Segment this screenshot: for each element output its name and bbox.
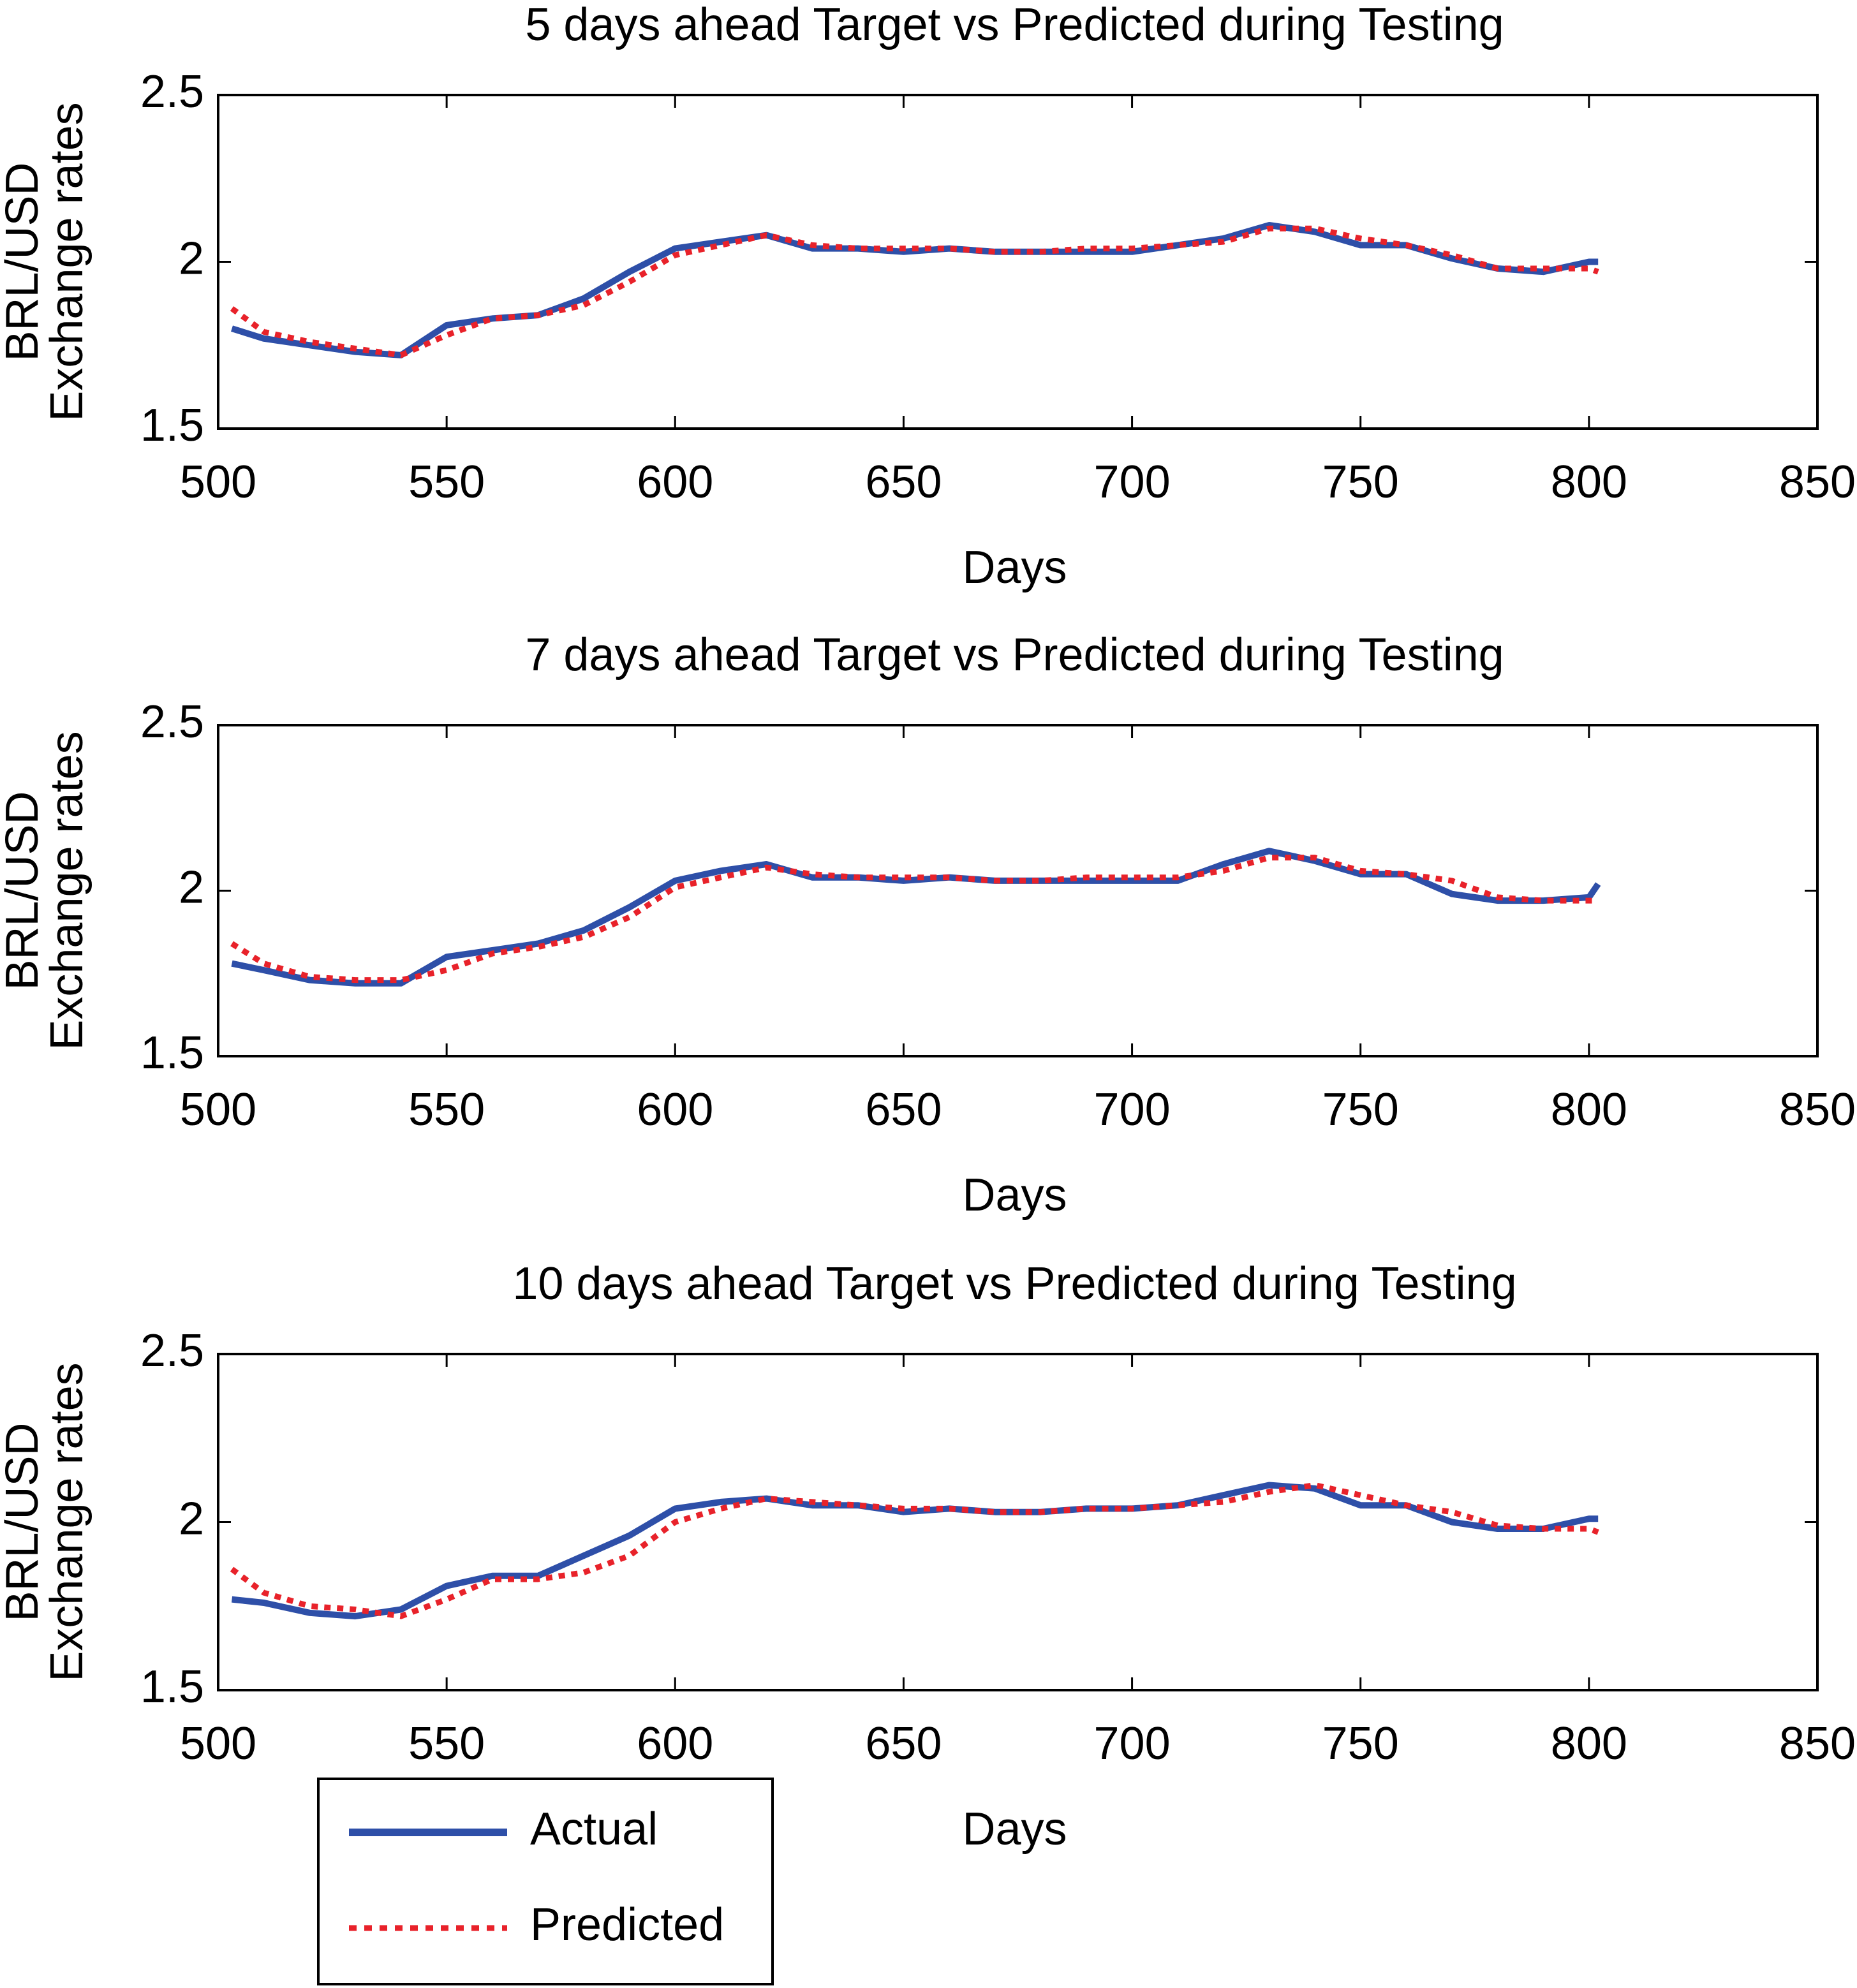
x-tick-label: 500 (180, 1084, 256, 1135)
y-tick-label: 2.5 (140, 1325, 204, 1376)
x-tick-label: 800 (1551, 457, 1627, 508)
x-axis-label: Days (962, 1170, 1067, 1221)
x-tick-label: 500 (180, 457, 256, 508)
x-tick-label: 850 (1779, 457, 1856, 508)
x-tick-label: 800 (1551, 1084, 1627, 1135)
chart-title: 7 days ahead Target vs Predicted during … (525, 630, 1504, 681)
y-tick-label: 2 (179, 233, 204, 284)
plot-frame (217, 1353, 1819, 1691)
series-line (230, 225, 1599, 358)
series-line (230, 1482, 1599, 1619)
x-tick-label: 550 (408, 1718, 485, 1769)
y-axis-label: Exchange rates (41, 1362, 92, 1681)
x-tick-label: 600 (637, 457, 713, 508)
y-tick-label: 2.5 (140, 66, 204, 117)
y-tick-label: 1.5 (140, 1027, 204, 1079)
x-tick-label: 850 (1779, 1084, 1856, 1135)
x-tick-label: 800 (1551, 1718, 1627, 1769)
x-axis-label: Days (962, 542, 1067, 593)
series-line (231, 848, 1601, 987)
x-tick-label: 600 (637, 1718, 713, 1769)
y-axis-label: BRL/USD (0, 162, 48, 361)
x-tick-label: 700 (1094, 457, 1171, 508)
x-tick-label: 750 (1322, 1718, 1399, 1769)
y-axis-label: BRL/USD (0, 1422, 48, 1621)
x-tick-label: 700 (1094, 1718, 1171, 1769)
x-tick-label: 750 (1322, 1084, 1399, 1135)
y-tick-label: 1.5 (140, 1661, 204, 1712)
x-tick-label: 500 (180, 1718, 256, 1769)
y-axis-label: BRL/USD (0, 791, 48, 990)
y-tick-label: 2 (179, 862, 204, 913)
x-tick-label: 650 (865, 1718, 942, 1769)
legend-box (317, 1778, 774, 1985)
chart-title: 10 days ahead Target vs Predicted during… (512, 1258, 1516, 1309)
x-axis-label: Days (962, 1804, 1067, 1855)
x-tick-label: 650 (865, 1084, 942, 1135)
x-tick-label: 750 (1322, 457, 1399, 508)
x-tick-label: 700 (1094, 1084, 1171, 1135)
legend-label: Predicted (530, 1899, 724, 1950)
y-axis-label: Exchange rates (41, 102, 92, 421)
plot-frame (217, 94, 1819, 430)
chart-title: 5 days ahead Target vs Predicted during … (525, 0, 1504, 50)
plot-frame (217, 724, 1819, 1057)
x-tick-label: 550 (408, 1084, 485, 1135)
x-tick-label: 550 (408, 457, 485, 508)
x-tick-label: 650 (865, 457, 942, 508)
x-tick-label: 600 (637, 1084, 713, 1135)
legend-label: Actual (530, 1804, 658, 1855)
y-tick-label: 2.5 (140, 696, 204, 747)
y-axis-label: Exchange rates (41, 731, 92, 1050)
x-tick-label: 850 (1779, 1718, 1856, 1769)
series-line (230, 855, 1599, 983)
y-tick-label: 2 (179, 1494, 204, 1545)
y-tick-label: 1.5 (140, 400, 204, 451)
